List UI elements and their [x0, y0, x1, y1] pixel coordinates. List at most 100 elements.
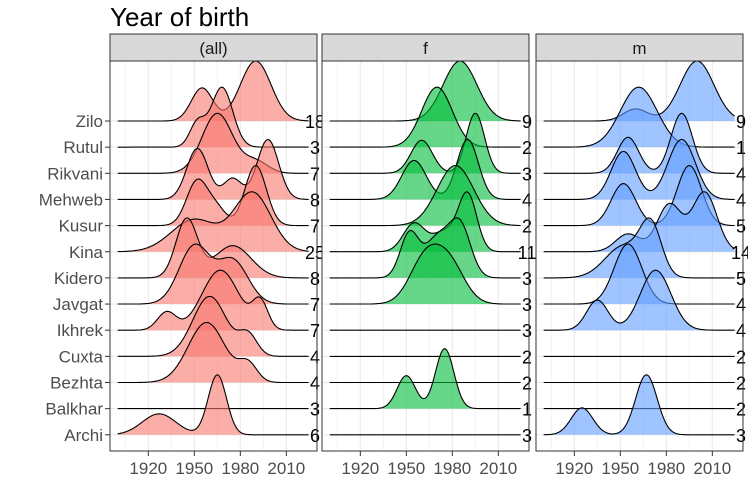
x-tick-label: 1950 [387, 459, 425, 478]
count-label: 2 [522, 138, 532, 158]
ridge-line [543, 138, 735, 200]
ridge-area [543, 374, 735, 435]
count-label: 8 [310, 190, 320, 210]
panel-border [535, 60, 744, 452]
x-tick-label: 1980 [221, 459, 259, 478]
count-label: 4 [736, 321, 746, 341]
ridge-line [117, 321, 309, 384]
ridge-line [329, 86, 521, 148]
x-tick-label: 1920 [341, 459, 379, 478]
ridge-area [329, 217, 521, 278]
count-label: 3 [522, 426, 532, 446]
count-label: 4 [310, 374, 320, 394]
count-label: 4 [522, 190, 532, 210]
count-label: 2 [522, 374, 532, 394]
count-label: 18 [305, 112, 325, 132]
count-label: 4 [736, 190, 746, 210]
count-label: 2 [522, 217, 532, 237]
ridge-area [543, 87, 735, 148]
ridge-line [329, 191, 521, 253]
count-label: 5 [736, 269, 746, 289]
x-tick-label: 1950 [175, 459, 213, 478]
ridge-line [117, 243, 309, 305]
count-label: 11 [518, 243, 537, 263]
ridge-area [543, 217, 735, 278]
ridge-line [543, 243, 735, 305]
panel-border [321, 60, 530, 452]
x-tick-label: 1920 [129, 459, 167, 478]
ridge-line [329, 165, 521, 227]
ridge-line [543, 374, 735, 436]
x-tick-label: 2010 [479, 459, 517, 478]
ridge-line [117, 295, 309, 357]
y-tick-label: Ikhrek [57, 321, 104, 340]
y-tick-label: Rutul [63, 138, 103, 157]
ridge-line [543, 217, 735, 279]
count-label: 3 [522, 295, 532, 315]
y-tick-label: Kusur [59, 217, 104, 236]
ridge-area [543, 270, 735, 331]
ridge-line [117, 191, 309, 253]
count-label: 4 [736, 295, 746, 315]
ridge-line [117, 165, 309, 227]
ridge-area [329, 87, 521, 148]
count-label: 3 [522, 321, 532, 341]
ridge-line [117, 269, 309, 331]
count-label: 7 [310, 321, 320, 341]
facet-strip [109, 33, 318, 62]
ridge-area [117, 191, 309, 252]
chart-title: Year of birth [110, 2, 249, 32]
count-label: 7 [310, 217, 320, 237]
panel-border [109, 60, 318, 452]
count-label: 9 [522, 112, 532, 132]
count-label: 1 [522, 400, 532, 420]
ridge-line [117, 374, 309, 436]
count-label: 25 [305, 243, 325, 263]
count-label: 7 [310, 164, 320, 184]
ridge-area [117, 61, 309, 121]
y-tick-label: Zilo [76, 112, 103, 131]
x-tick-label: 2010 [267, 459, 305, 478]
ridge-line [329, 348, 521, 410]
count-label: 1 [736, 138, 746, 158]
facet-strip-label: f [423, 39, 428, 58]
x-tick-label: 1980 [433, 459, 471, 478]
count-label: 8 [310, 269, 320, 289]
y-tick-label: Rikvani [47, 164, 103, 183]
ridge-area [543, 165, 735, 226]
ridge-line [329, 138, 521, 200]
count-label: 2 [522, 347, 532, 367]
ridge-line [543, 112, 735, 174]
x-tick-label: 1950 [601, 459, 639, 478]
count-label: 3 [522, 164, 532, 184]
ridge-line [329, 112, 521, 174]
ridge-line [117, 138, 309, 200]
count-label: 6 [310, 426, 320, 446]
ridge-area [117, 113, 309, 174]
count-label: 14 [731, 243, 748, 263]
count-label: 5 [736, 217, 746, 237]
ridge-line [543, 86, 735, 148]
x-tick-label: 1920 [555, 459, 593, 478]
y-tick-label: Balkhar [45, 400, 103, 419]
ridge-area [329, 244, 521, 305]
ridge-area [543, 244, 735, 305]
facet-panel: f 9 2 3 4 2 11 3 3 3 2 2 1 3 1920 1950 1980 2010 [321, 33, 537, 478]
facet-panel: (all) 18 3 7 8 7 25 8 7 7 4 4 3 6 1920 1950 1980 2010 [109, 33, 325, 478]
ridge-line [117, 217, 309, 279]
ridge-line [329, 243, 521, 305]
y-tick-label: Kidero [54, 269, 103, 288]
count-label: 3 [310, 138, 320, 158]
count-label: 7 [310, 295, 320, 315]
y-tick-label: Cuxta [59, 347, 104, 366]
ridge-area [543, 191, 735, 252]
y-tick-label: Bezhta [50, 374, 103, 393]
ridge-area [117, 322, 309, 383]
facet-strip-label: (all) [199, 39, 227, 58]
ridge-area [543, 61, 735, 121]
count-label: 2 [736, 347, 746, 367]
facet-strip-label: m [632, 39, 646, 58]
ridge-area [117, 374, 309, 435]
